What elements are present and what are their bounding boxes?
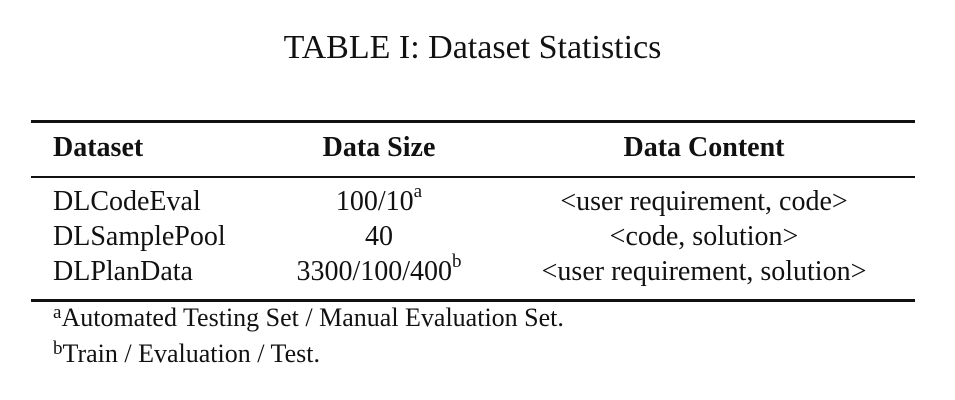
row-1-dataset: DLCodeEval: [53, 186, 201, 217]
footnote-b-text: Train / Evaluation / Test.: [62, 339, 320, 368]
row-1-size-value: 100/10: [335, 186, 414, 217]
footnote-b-mark: b: [53, 338, 63, 360]
row-3-data-content: <user requirement, solution>: [541, 256, 867, 287]
row-3-dataset: DLPlanData: [53, 256, 193, 287]
header-data-size: Data Size: [322, 132, 436, 163]
footnote-mark-a: a: [413, 180, 423, 202]
header-dataset: Dataset: [53, 132, 144, 163]
row-2-dataset: DLSamplePool: [53, 221, 226, 252]
table-top-rule: [31, 120, 915, 123]
row-1-data-content: <user requirement, code>: [560, 186, 848, 217]
row-3-size-value: 3300/100/400: [296, 256, 453, 287]
row-3-data-size: 3300/100/400b: [296, 252, 461, 288]
footnote-mark-b: b: [452, 250, 462, 272]
header-data-content: Data Content: [623, 132, 785, 163]
table-header-rule: [31, 176, 915, 178]
footnote-b: bTrain / Evaluation / Test.: [53, 339, 320, 369]
row-1-data-size: 100/10a: [335, 182, 422, 218]
row-2-data-content: <code, solution>: [609, 221, 799, 252]
table-bottom-rule: [31, 299, 915, 302]
table-caption: TABLE I: Dataset Statistics: [283, 29, 662, 66]
footnote-a-text: Automated Testing Set / Manual Evaluatio…: [61, 303, 564, 332]
footnote-a: aAutomated Testing Set / Manual Evaluati…: [53, 303, 564, 333]
footnote-a-mark: a: [53, 302, 62, 324]
row-2-data-size: 40: [365, 221, 393, 253]
row-2-size-value: 40: [365, 221, 393, 252]
